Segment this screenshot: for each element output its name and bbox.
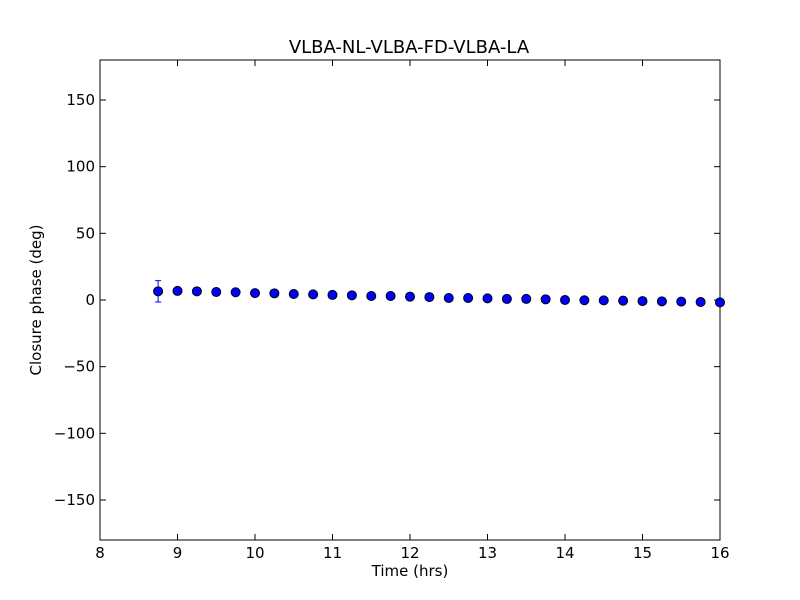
data-point [618,295,629,306]
data-point [540,294,551,305]
data-point [676,296,687,307]
data-point [695,297,706,307]
x-tick-label: 11 [323,544,342,562]
y-axis: 150 100 50 0 −50 −100 −150 [54,91,720,509]
data-point [501,293,512,304]
data-point [443,293,454,303]
data-point [153,286,164,297]
y-tick-label: −100 [54,424,95,442]
data-point [230,287,241,298]
y-tick-label: −150 [54,491,95,509]
data-point [288,289,299,299]
y-tick-label: 100 [66,158,95,176]
y-tick-label: 0 [85,291,95,309]
x-tick-label: 8 [95,544,105,562]
y-axis-label: Closure phase (deg) [27,225,45,376]
data-point [482,293,493,304]
data-point [579,295,590,306]
data-point [346,290,357,301]
data-point [598,295,609,306]
data-point [405,291,415,302]
data-point [385,291,396,301]
data-point [172,285,183,296]
x-tick-label: 16 [710,544,729,562]
data-point [424,292,435,303]
x-tick-label: 14 [555,544,574,562]
x-tick-label: 9 [173,544,183,562]
y-tick-label: 50 [76,224,95,242]
x-axis: 8 9 10 11 12 13 14 15 16 [95,60,730,562]
y-tick-label: −50 [63,358,95,376]
data-point [463,293,474,303]
data-point [521,293,532,304]
data-point [250,288,260,299]
data-point [211,287,222,297]
x-tick-label: 10 [245,544,264,562]
data-point [715,297,725,308]
y-tick-label: 150 [66,91,95,109]
x-tick-label: 15 [633,544,652,562]
chart-title: VLBA-NL-VLBA-FD-VLBA-LA [289,37,530,58]
data-point [637,296,648,307]
x-axis-label: Time (hrs) [371,562,449,580]
data-point [656,296,667,307]
data-point [191,286,202,297]
data-series [153,280,725,308]
x-tick-label: 13 [478,544,497,562]
data-point [560,295,570,305]
data-point [269,288,280,299]
x-tick-label: 12 [400,544,419,562]
data-point [366,291,377,301]
data-point [327,289,338,300]
data-point [308,289,319,300]
